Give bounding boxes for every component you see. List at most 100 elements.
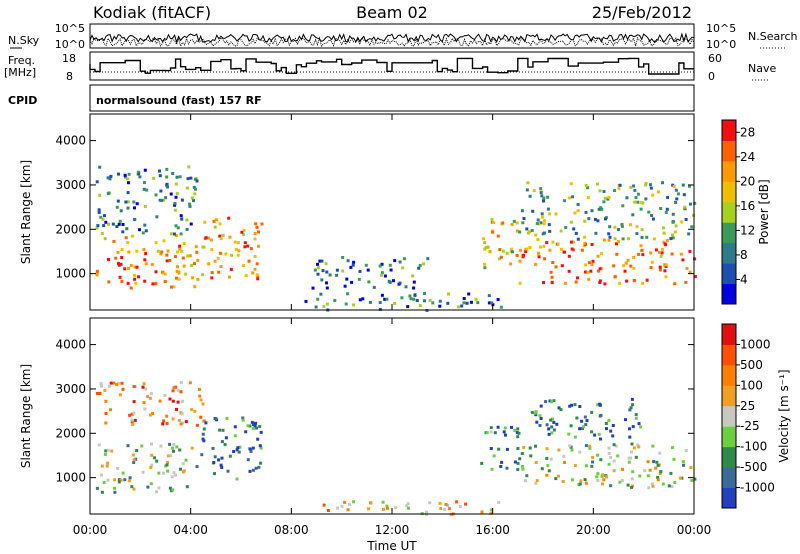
power-cell bbox=[316, 272, 320, 276]
power-cell bbox=[154, 241, 158, 245]
power-cell bbox=[618, 183, 622, 187]
velocity-cell bbox=[149, 392, 153, 396]
power-cell bbox=[127, 181, 130, 185]
power-cell bbox=[535, 222, 539, 225]
power-cell bbox=[143, 181, 146, 185]
power-cell bbox=[246, 244, 250, 248]
velocity-cell bbox=[232, 450, 236, 453]
velocity-cell bbox=[444, 503, 448, 506]
velocity-cell bbox=[171, 488, 175, 492]
power-cell bbox=[589, 269, 593, 273]
power-cell bbox=[584, 263, 588, 267]
power-cell bbox=[380, 271, 384, 275]
power-cell bbox=[406, 305, 410, 309]
velocity-cell bbox=[588, 446, 592, 450]
velocity-cell bbox=[496, 425, 500, 429]
power-cell bbox=[674, 188, 678, 192]
power-cell bbox=[351, 263, 355, 267]
velocity-ytick-label: 1000 bbox=[55, 471, 86, 485]
velocity-cell bbox=[121, 387, 125, 391]
velocity-cell bbox=[241, 416, 245, 420]
velocity-cell bbox=[618, 480, 622, 484]
power-cell bbox=[673, 282, 677, 286]
power-cell bbox=[116, 251, 120, 254]
power-cell bbox=[115, 205, 119, 209]
power-cell bbox=[650, 260, 654, 264]
power-cell bbox=[257, 244, 260, 248]
velocity-cell bbox=[149, 482, 153, 486]
velocity-cell bbox=[104, 399, 108, 403]
power-cell bbox=[422, 262, 426, 266]
power-cell bbox=[383, 297, 387, 301]
velocity-cell bbox=[520, 452, 524, 456]
power-cell bbox=[496, 298, 500, 301]
power-cell bbox=[462, 301, 466, 305]
power-cell bbox=[607, 238, 611, 242]
power-cell bbox=[549, 270, 553, 274]
power-cell bbox=[174, 234, 178, 237]
velocity-cell bbox=[630, 450, 634, 454]
power-cell bbox=[417, 266, 421, 270]
power-cell bbox=[522, 253, 525, 257]
velocity-cell bbox=[131, 423, 135, 427]
power-cell bbox=[412, 297, 416, 301]
power-cell bbox=[240, 230, 244, 234]
power-colorbar-tick-label: 4 bbox=[740, 272, 748, 286]
power-cell bbox=[173, 202, 177, 205]
power-cell bbox=[586, 186, 590, 190]
velocity-cell bbox=[593, 433, 597, 437]
velocity-cell bbox=[605, 427, 608, 431]
velocity-cell bbox=[113, 486, 116, 490]
velocity-cell bbox=[211, 446, 215, 450]
power-cell bbox=[498, 248, 502, 251]
velocity-cell bbox=[516, 468, 520, 471]
velocity-colorbar-tick-label: 500 bbox=[740, 358, 763, 372]
power-cell bbox=[185, 186, 189, 190]
power-cell bbox=[120, 256, 124, 259]
velocity-cell bbox=[109, 408, 112, 412]
power-heatmap bbox=[95, 165, 697, 312]
velocity-cell bbox=[172, 471, 176, 475]
power-cell bbox=[254, 222, 258, 226]
velocity-cell bbox=[547, 469, 551, 473]
velocity-cell bbox=[352, 500, 356, 504]
power-cell bbox=[151, 282, 155, 286]
velocity-cell bbox=[367, 507, 370, 511]
power-cell bbox=[380, 293, 384, 297]
power-cell bbox=[681, 258, 685, 262]
power-cell bbox=[567, 269, 571, 273]
power-cell bbox=[518, 259, 522, 263]
velocity-cell bbox=[175, 445, 179, 449]
power-cell bbox=[670, 252, 674, 256]
velocity-cell bbox=[248, 424, 252, 428]
velocity-cell bbox=[552, 420, 556, 424]
velocity-cell bbox=[518, 457, 522, 461]
velocity-cell bbox=[545, 423, 549, 427]
power-cell bbox=[689, 202, 692, 206]
power-cell bbox=[520, 209, 524, 213]
velocity-cell bbox=[193, 409, 197, 413]
velocity-cell bbox=[446, 504, 450, 507]
velocity-cell bbox=[150, 442, 153, 446]
velocity-cell bbox=[612, 469, 616, 473]
power-cell bbox=[107, 258, 110, 261]
velocity-cell bbox=[117, 478, 121, 482]
power-cell bbox=[181, 256, 185, 260]
power-x-ticks bbox=[89, 114, 695, 310]
power-cell bbox=[170, 285, 173, 289]
velocity-cell bbox=[540, 467, 544, 471]
power-cell bbox=[636, 200, 640, 204]
velocity-cell bbox=[168, 442, 172, 446]
velocity-cell bbox=[523, 479, 527, 483]
velocity-cell bbox=[336, 506, 340, 510]
power-cell bbox=[554, 265, 558, 269]
power-cell bbox=[126, 191, 130, 195]
velocity-cell bbox=[563, 461, 566, 464]
velocity-cell bbox=[106, 478, 110, 482]
velocity-cell bbox=[190, 446, 194, 450]
power-cell bbox=[343, 284, 347, 288]
power-cell bbox=[196, 277, 200, 281]
power-cell bbox=[499, 305, 503, 309]
power-cell bbox=[545, 241, 549, 245]
power-cell bbox=[548, 212, 552, 216]
